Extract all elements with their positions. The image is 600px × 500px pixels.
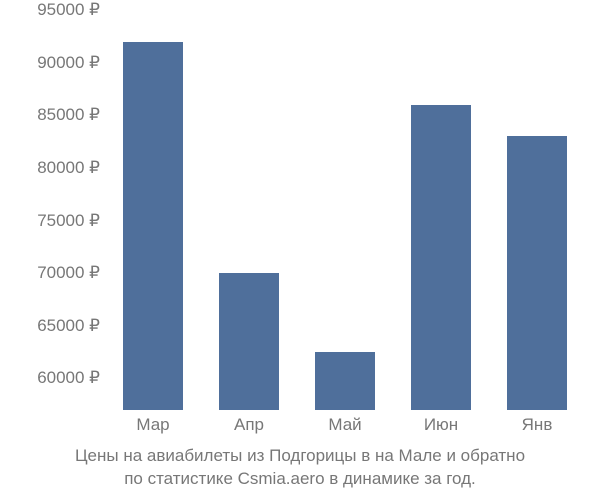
x-tick-label: Апр bbox=[234, 415, 264, 435]
y-tick-label: 65000 ₽ bbox=[0, 316, 100, 336]
y-tick-label: 90000 ₽ bbox=[0, 53, 100, 73]
plot-area bbox=[105, 10, 585, 410]
y-tick-label: 95000 ₽ bbox=[0, 0, 100, 20]
bar bbox=[411, 105, 471, 410]
price-chart: Цены на авиабилеты из Подгорицы в на Мал… bbox=[0, 0, 600, 500]
x-tick-label: Мар bbox=[136, 415, 169, 435]
y-tick-label: 60000 ₽ bbox=[0, 368, 100, 388]
bar bbox=[507, 136, 567, 410]
chart-caption: Цены на авиабилеты из Подгорицы в на Мал… bbox=[0, 445, 600, 491]
y-tick-label: 70000 ₽ bbox=[0, 263, 100, 283]
bar bbox=[315, 352, 375, 410]
x-tick-label: Май bbox=[328, 415, 361, 435]
y-tick-label: 85000 ₽ bbox=[0, 105, 100, 125]
x-tick-label: Янв bbox=[522, 415, 553, 435]
caption-line-1: Цены на авиабилеты из Подгорицы в на Мал… bbox=[75, 446, 525, 465]
x-tick-label: Июн bbox=[424, 415, 458, 435]
bar bbox=[123, 42, 183, 410]
bar bbox=[219, 273, 279, 410]
y-tick-label: 80000 ₽ bbox=[0, 158, 100, 178]
caption-line-2: по статистике Csmia.aero в динамике за г… bbox=[124, 469, 476, 488]
y-tick-label: 75000 ₽ bbox=[0, 211, 100, 231]
